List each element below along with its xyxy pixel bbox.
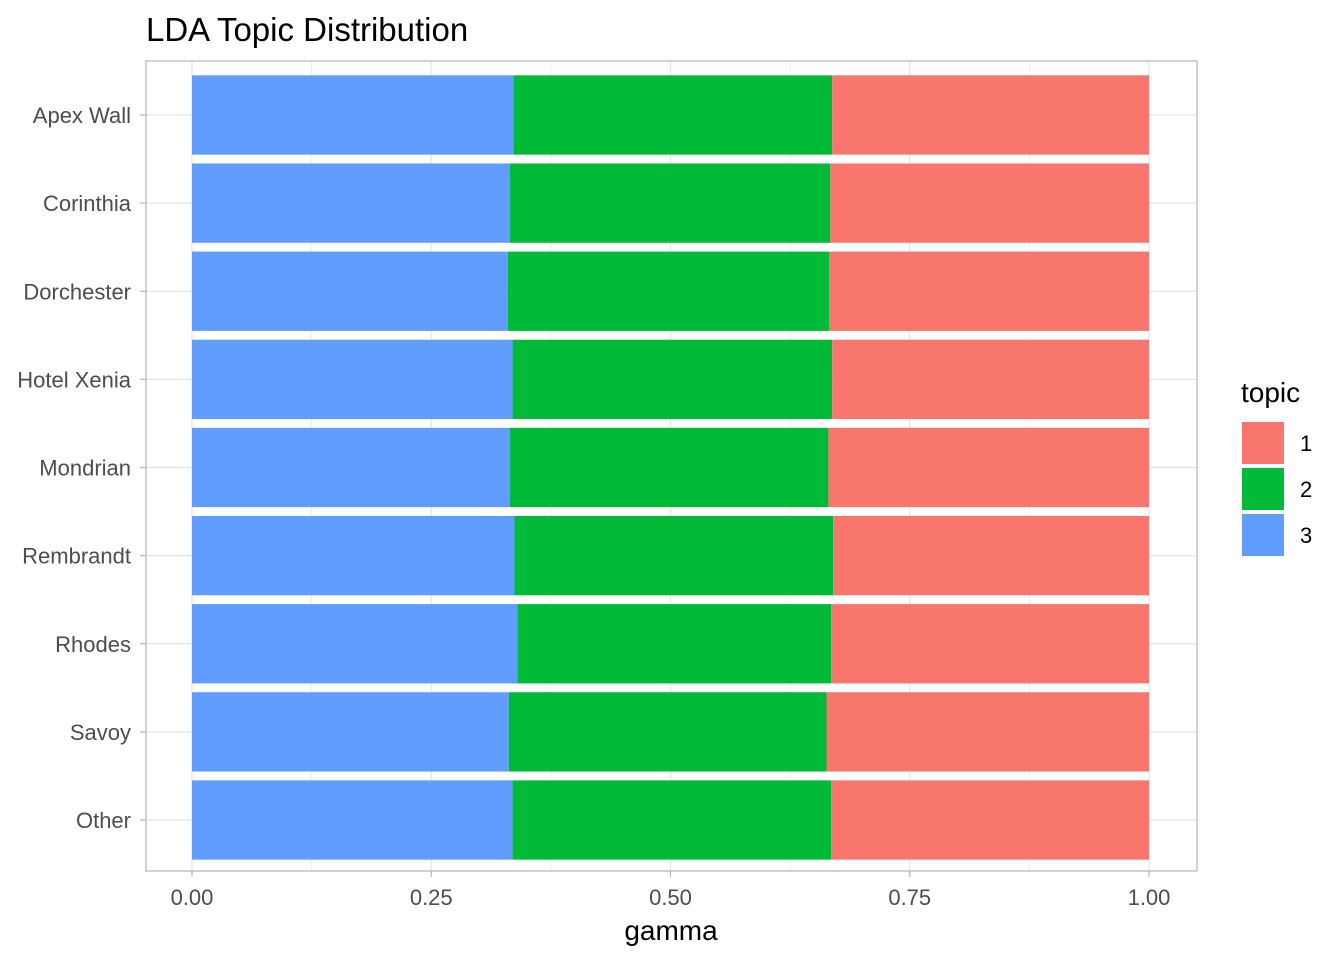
x-tick-label: 1.00 (1128, 885, 1171, 910)
legend-label-topic-2: 2 (1300, 477, 1312, 502)
legend-key-topic-3 (1242, 514, 1284, 556)
bar-apex-wall-topic-3 (192, 75, 514, 155)
bar-dorchester-topic-3 (192, 251, 508, 331)
bar-rembrandt-topic-2 (514, 515, 834, 596)
y-tick-label: Rembrandt (22, 544, 131, 569)
x-axis: 0.00 0.25 0.50 0.75 1.00 (171, 871, 1171, 910)
y-tick-label: Mondrian (39, 456, 131, 481)
x-tick-label: 0.75 (888, 885, 931, 910)
legend-key-topic-2 (1242, 468, 1284, 510)
bar-corinthia-topic-3 (192, 163, 510, 243)
bar-other-topic-3 (192, 780, 513, 860)
bar-savoy-topic-2 (508, 692, 827, 772)
bar-hotel-xenia-topic-1 (832, 339, 1149, 420)
bar-apex-wall-topic-1 (832, 75, 1149, 155)
bar-other-topic-1 (831, 780, 1149, 860)
bar-rembrandt-topic-3 (192, 515, 515, 596)
bar-apex-wall-topic-2 (513, 75, 833, 155)
bar-savoy-topic-1 (826, 692, 1149, 772)
x-axis-title: gamma (624, 915, 718, 946)
x-tick-label: 0.50 (649, 885, 692, 910)
y-axis: Apex Wall Corinthia Dorchester Hotel Xenia M… (17, 103, 146, 833)
y-tick-label: Rhodes (55, 632, 131, 657)
bar-mondrian-topic-3 (192, 427, 510, 508)
bar-hotel-xenia-topic-2 (512, 339, 833, 420)
y-tick-label: Dorchester (23, 279, 131, 304)
y-tick-label: Other (76, 808, 131, 833)
bars-group (192, 75, 1149, 860)
bar-dorchester-topic-2 (507, 251, 830, 331)
x-tick-label: 0.25 (410, 885, 453, 910)
panel-border (145, 60, 1198, 872)
bar-savoy-topic-3 (192, 692, 509, 772)
y-tick-label: Hotel Xenia (17, 367, 132, 392)
y-tick-label: Apex Wall (33, 103, 131, 128)
y-tick-label: Corinthia (43, 191, 132, 216)
legend-label-topic-1: 1 (1300, 431, 1312, 456)
legend-title: topic (1241, 377, 1300, 408)
bar-corinthia-topic-2 (509, 163, 831, 243)
legend: topic 1 2 3 (1241, 377, 1312, 556)
chart-title: LDA Topic Distribution (146, 11, 468, 48)
bar-rembrandt-topic-1 (833, 515, 1149, 596)
legend-label-topic-3: 3 (1300, 523, 1312, 548)
bar-mondrian-topic-1 (828, 427, 1149, 508)
bar-dorchester-topic-1 (829, 251, 1149, 331)
bar-other-topic-2 (512, 780, 832, 860)
bar-rhodes-topic-1 (831, 604, 1149, 684)
y-tick-label: Savoy (70, 720, 131, 745)
bar-hotel-xenia-topic-3 (192, 339, 513, 420)
bar-mondrian-topic-2 (509, 427, 829, 508)
bar-rhodes-topic-3 (192, 604, 518, 684)
bar-rhodes-topic-2 (517, 604, 832, 684)
bar-corinthia-topic-1 (830, 163, 1149, 243)
x-tick-label: 0.00 (171, 885, 214, 910)
legend-key-topic-1 (1242, 422, 1284, 464)
